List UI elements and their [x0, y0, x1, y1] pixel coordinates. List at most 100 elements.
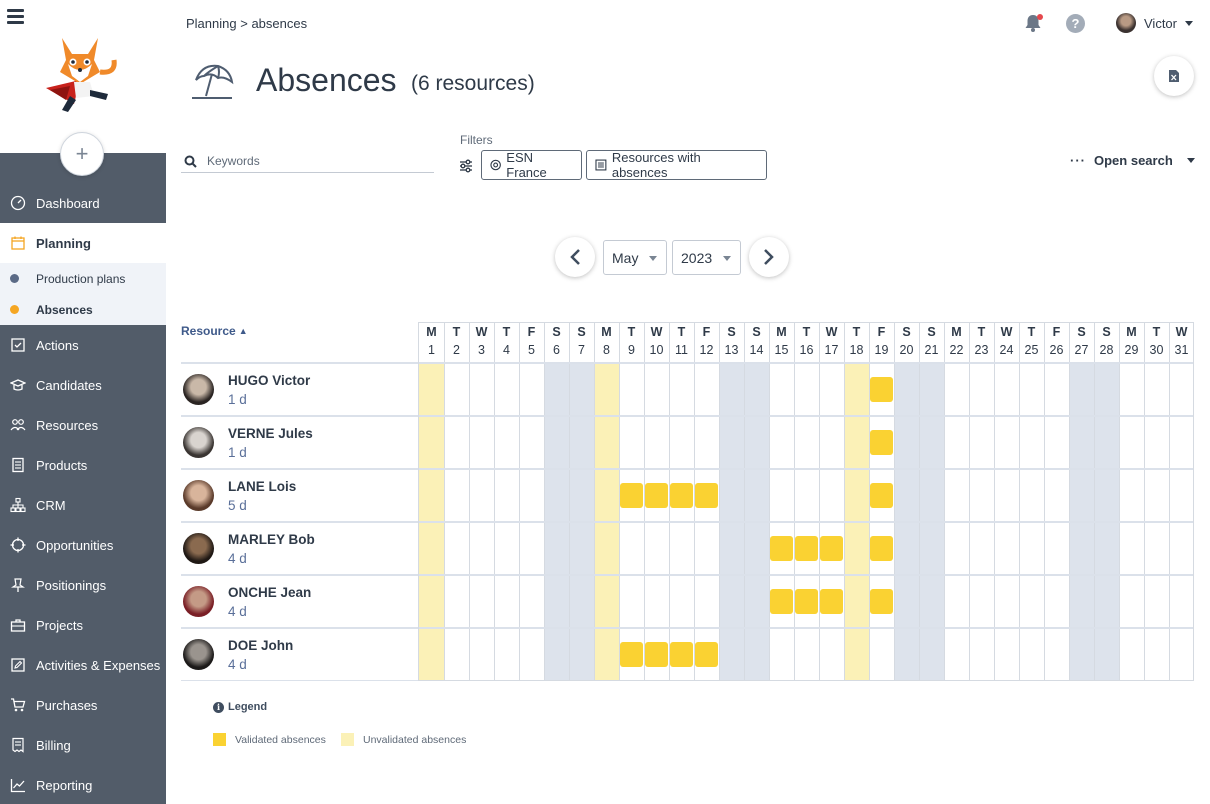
absence-block[interactable]	[870, 483, 893, 508]
weekday-letter: M	[951, 325, 962, 339]
resource-name[interactable]: VERNE Jules	[228, 425, 313, 441]
sidebar-item-resources[interactable]: Resources	[0, 405, 166, 445]
resource-row[interactable]: VERNE Jules 1 d	[181, 416, 418, 469]
resource-row[interactable]: LANE Lois 5 d	[181, 469, 418, 522]
help-icon[interactable]: ?	[1066, 14, 1085, 33]
day-header: S 28	[1094, 322, 1119, 363]
absence-block[interactable]	[645, 642, 668, 667]
export-excel-button[interactable]	[1154, 56, 1194, 96]
more-dots-icon: ···	[1070, 153, 1086, 168]
day-header: W 17	[819, 322, 844, 363]
absence-block[interactable]	[870, 536, 893, 561]
absence-block[interactable]	[795, 536, 818, 561]
filters-label: Filters	[460, 133, 493, 147]
sidebar-item-dashboard[interactable]: Dashboard	[0, 183, 166, 223]
sidebar-item-crm[interactable]: CRM	[0, 485, 166, 525]
day-number: 17	[824, 343, 839, 357]
day-number: 27	[1074, 343, 1089, 357]
sidebar-item-actions[interactable]: Actions	[0, 325, 166, 365]
absence-block[interactable]	[820, 536, 843, 561]
day-column	[894, 322, 919, 681]
resource-name[interactable]: HUGO Victor	[228, 372, 311, 388]
sidebar-item-opportunities[interactable]: Opportunities	[0, 525, 166, 565]
notifications-bell-icon[interactable]	[1023, 13, 1043, 33]
resource-row[interactable]: DOE John 4 d	[181, 628, 418, 681]
absence-block[interactable]	[645, 483, 668, 508]
absence-block[interactable]	[670, 642, 693, 667]
absence-block[interactable]	[770, 589, 793, 614]
absence-block[interactable]	[670, 483, 693, 508]
resource-name[interactable]: LANE Lois	[228, 478, 297, 494]
day-header: T 18	[844, 322, 869, 363]
list-icon	[595, 159, 607, 171]
add-button[interactable]: +	[60, 132, 104, 176]
day-column	[994, 322, 1019, 681]
resource-row[interactable]: MARLEY Bob 4 d	[181, 522, 418, 575]
resource-name[interactable]: MARLEY Bob	[228, 531, 315, 547]
crosshair-icon	[0, 537, 36, 553]
sidebar-item-billing[interactable]: Billing	[0, 725, 166, 765]
absence-day-count: 4 d	[228, 603, 247, 619]
resource-row[interactable]: HUGO Victor 1 d	[181, 363, 418, 416]
open-search-label: Open search	[1094, 153, 1173, 168]
day-column	[569, 322, 594, 681]
validated-swatch	[213, 733, 226, 746]
weekday-letter: T	[1027, 325, 1036, 339]
resource-column-header[interactable]: Resource ▲︎	[181, 324, 248, 338]
subnav-item-absences[interactable]: Absences	[0, 294, 166, 325]
user-menu[interactable]: Victor	[1116, 13, 1193, 33]
day-column	[444, 322, 469, 681]
filter-chip-absences[interactable]: Resources with absences	[586, 150, 767, 180]
day-column	[1144, 322, 1169, 681]
search-input[interactable]	[207, 154, 417, 168]
sidebar-item-activities-expenses[interactable]: Activities & Expenses	[0, 645, 166, 685]
absence-block[interactable]	[870, 589, 893, 614]
subnav-item-label: Production plans	[36, 271, 126, 286]
row-divider	[181, 468, 1194, 470]
resource-info: VERNE Jules 1 d	[228, 426, 313, 460]
sidebar-item-reporting[interactable]: Reporting	[0, 765, 166, 804]
absence-block[interactable]	[695, 483, 718, 508]
sidebar-item-candidates[interactable]: Candidates	[0, 365, 166, 405]
sidebar-item-products[interactable]: Products	[0, 445, 166, 485]
resource-row[interactable]: ONCHE Jean 4 d	[181, 575, 418, 628]
absence-block[interactable]	[620, 483, 643, 508]
absence-block[interactable]	[620, 642, 643, 667]
month-select[interactable]: May	[603, 240, 667, 275]
day-header: T 11	[669, 322, 694, 363]
year-select[interactable]: 2023	[672, 240, 741, 275]
next-month-button[interactable]	[749, 237, 789, 277]
sidebar-item-planning[interactable]: Planning	[0, 223, 166, 263]
day-number: 6	[553, 343, 560, 357]
subnav-item-production-plans[interactable]: Production plans	[0, 263, 166, 294]
absence-block[interactable]	[695, 642, 718, 667]
day-column	[1044, 322, 1069, 681]
resource-name[interactable]: ONCHE Jean	[228, 584, 312, 600]
breadcrumb-parent[interactable]: Planning	[186, 16, 237, 31]
resource-name[interactable]: DOE John	[228, 637, 294, 653]
pin-icon	[0, 577, 36, 593]
weekday-letter: M	[776, 325, 787, 339]
resource-info: LANE Lois 5 d	[228, 479, 296, 513]
hamburger-menu-icon[interactable]	[7, 8, 25, 24]
beach-umbrella-icon	[192, 64, 234, 99]
sidebar-item-positionings[interactable]: Positionings	[0, 565, 166, 605]
sidebar-item-label: Candidates	[36, 377, 102, 393]
absence-block[interactable]	[820, 589, 843, 614]
sidebar-item-purchases[interactable]: Purchases	[0, 685, 166, 725]
filter-settings-icon[interactable]	[459, 159, 473, 173]
user-avatar	[1116, 13, 1136, 33]
previous-month-button[interactable]	[555, 237, 595, 277]
absence-block[interactable]	[870, 377, 893, 402]
day-column	[969, 322, 994, 681]
open-search-button[interactable]: ··· Open search	[1070, 153, 1195, 168]
sidebar-item-projects[interactable]: Projects	[0, 605, 166, 645]
day-number: 19	[874, 343, 889, 357]
breadcrumb-current: absences	[251, 16, 308, 31]
absence-block[interactable]	[795, 589, 818, 614]
target-icon	[490, 159, 501, 171]
absence-block[interactable]	[770, 536, 793, 561]
filter-chip-agency[interactable]: ESN France	[481, 150, 582, 180]
absence-block[interactable]	[870, 430, 893, 455]
